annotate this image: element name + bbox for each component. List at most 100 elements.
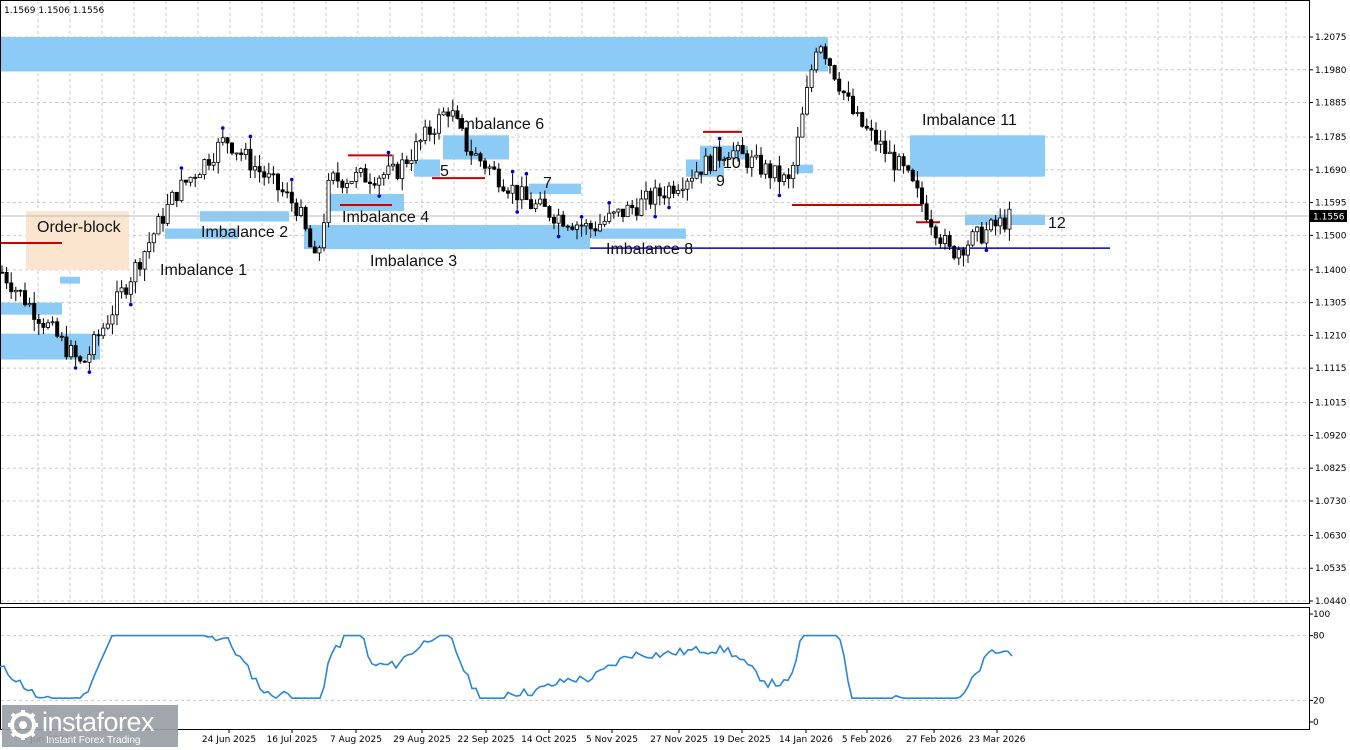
fractal-up-marker bbox=[607, 201, 611, 205]
candle-body bbox=[381, 174, 386, 179]
oscillator-tick-label: 80 bbox=[1313, 632, 1325, 642]
candle-body bbox=[772, 165, 777, 179]
candle-body bbox=[943, 235, 948, 244]
candle-body bbox=[317, 247, 322, 254]
candle-body bbox=[459, 118, 464, 129]
candle-body bbox=[349, 180, 354, 184]
candle-body bbox=[289, 191, 294, 204]
candle-body bbox=[565, 225, 570, 228]
candle-body bbox=[657, 187, 662, 197]
fractal-markers bbox=[73, 126, 989, 374]
candle-body bbox=[303, 206, 308, 230]
candle-body bbox=[386, 165, 391, 176]
candle-body bbox=[78, 356, 83, 362]
price-tick-label: 1.1115 bbox=[1315, 364, 1347, 374]
date-tick-label: 23 Mar 2026 bbox=[968, 735, 1025, 745]
candle-body bbox=[211, 161, 216, 166]
candle-body bbox=[165, 203, 170, 224]
candle-body bbox=[634, 207, 639, 216]
candle-body bbox=[450, 110, 455, 117]
candle-body bbox=[828, 58, 833, 66]
candle-body bbox=[128, 281, 133, 295]
zone-label: Imbalance 8 bbox=[606, 241, 693, 258]
candle-body bbox=[736, 144, 741, 152]
candle-body bbox=[524, 186, 529, 201]
candle-body bbox=[156, 216, 161, 235]
zone-label: 7 bbox=[543, 175, 552, 192]
candle-body bbox=[975, 226, 980, 233]
candle-body bbox=[344, 183, 349, 188]
candle-body bbox=[947, 235, 952, 247]
candle-body bbox=[598, 223, 603, 232]
candle-body bbox=[9, 282, 14, 293]
candle-body bbox=[671, 185, 676, 194]
brand-name: instaforex bbox=[42, 707, 155, 737]
candle-body bbox=[621, 208, 626, 218]
date-tick-label: 29 Aug 2025 bbox=[393, 735, 451, 745]
date-tick-label: 5 Feb 2026 bbox=[842, 735, 893, 745]
date-tick-label: 19 Dec 2025 bbox=[713, 735, 771, 745]
candle-body bbox=[906, 165, 911, 171]
candle-body bbox=[662, 195, 667, 199]
fractal-down-marker bbox=[73, 366, 78, 370]
zone-labels: 5 7 910 12 Order-block Imbalance 1 Imbalance 2… bbox=[37, 112, 1066, 279]
candle-body bbox=[225, 137, 230, 144]
candle-body bbox=[878, 140, 883, 145]
candle-body bbox=[423, 126, 428, 141]
candle-body bbox=[501, 186, 506, 192]
candle-body bbox=[170, 191, 175, 205]
candle-body bbox=[897, 156, 902, 171]
oscillator-axis: 100 80 20 0 bbox=[1309, 610, 1330, 728]
imbalance-zone bbox=[0, 37, 828, 72]
date-tick-label: 14 Oct 2025 bbox=[521, 735, 577, 745]
candle-body bbox=[800, 113, 805, 138]
fractal-down-marker bbox=[777, 193, 782, 198]
candle-body bbox=[64, 336, 69, 358]
main-chart-frame bbox=[0, 0, 1310, 604]
fractal-down-marker bbox=[87, 370, 92, 374]
candle-body bbox=[372, 183, 377, 186]
candle-body bbox=[561, 214, 566, 227]
candle-body bbox=[367, 181, 372, 185]
candle-body bbox=[197, 174, 202, 179]
candle-body bbox=[754, 154, 759, 158]
candle-body bbox=[763, 163, 768, 175]
candle-body bbox=[887, 151, 892, 154]
candle-body bbox=[851, 95, 856, 114]
candle-body bbox=[717, 146, 722, 161]
candle-body bbox=[989, 219, 994, 231]
imbalance-zone bbox=[0, 333, 100, 360]
fractal-up-marker bbox=[717, 136, 722, 141]
candle-body bbox=[18, 289, 23, 292]
price-tick-label: 1.0630 bbox=[1315, 531, 1347, 541]
price-tick-label: 1.0535 bbox=[1315, 564, 1347, 574]
candle-body bbox=[579, 224, 584, 227]
price-tick-label: 1.0920 bbox=[1315, 431, 1347, 441]
candle-body bbox=[874, 129, 879, 145]
candle-body bbox=[680, 188, 685, 191]
candle-body bbox=[832, 65, 837, 80]
imbalance-zone bbox=[414, 159, 440, 177]
candle-body bbox=[469, 150, 474, 156]
candle-body bbox=[823, 46, 828, 60]
candle-body bbox=[791, 164, 796, 180]
candle-body bbox=[749, 156, 754, 168]
candle-body bbox=[1007, 208, 1012, 230]
candle-body bbox=[13, 289, 18, 293]
candle-body bbox=[101, 327, 106, 337]
candle-body bbox=[464, 127, 469, 152]
candle-body bbox=[694, 171, 699, 179]
candle-body bbox=[713, 146, 718, 172]
candle-body bbox=[644, 190, 649, 200]
current-price-tag: 1.1556 bbox=[1310, 210, 1347, 223]
price-grid bbox=[1, 1, 1309, 603]
zone-label: Order-block bbox=[37, 219, 122, 236]
candle-body bbox=[174, 191, 179, 202]
date-tick-label: 16 Jul 2025 bbox=[267, 735, 318, 745]
candle-body bbox=[602, 220, 607, 225]
candle-body bbox=[703, 155, 708, 175]
candle-body bbox=[46, 322, 51, 328]
imbalance-zone bbox=[795, 164, 813, 174]
candle-body bbox=[846, 92, 851, 97]
